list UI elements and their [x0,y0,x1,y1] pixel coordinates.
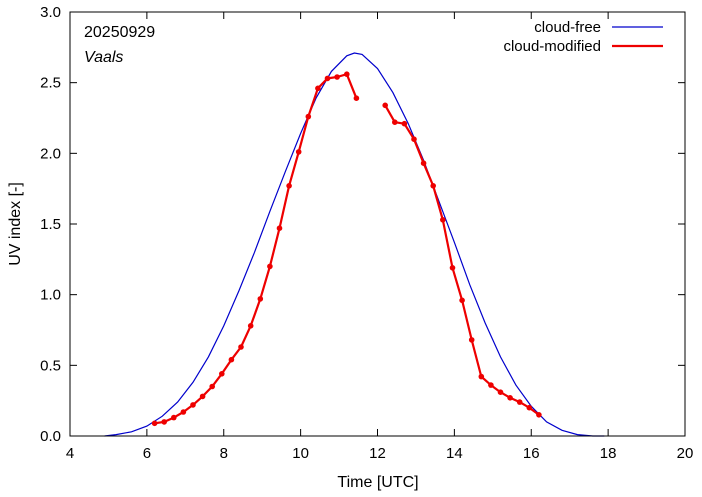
y-tick-label: 3.0 [40,4,61,21]
data-point-cloud-modified [536,412,542,418]
x-tick-label: 18 [600,445,617,462]
data-point-cloud-modified [430,183,437,189]
date-annotation: 20250929 [84,24,155,41]
data-point-cloud-modified [459,297,465,304]
data-point-cloud-modified [420,160,427,166]
legend-label-cloud-free: cloud-free [534,19,601,36]
y-axis-label: UV index [-] [7,182,24,266]
data-point-cloud-modified [401,120,408,127]
data-point-cloud-modified [238,344,244,350]
data-point-cloud-modified [190,402,196,408]
x-tick-label: 20 [677,445,694,462]
plot-background [70,12,685,436]
x-tick-label: 12 [369,445,386,462]
data-point-cloud-modified [344,71,350,77]
data-point-cloud-modified [199,393,206,400]
x-tick-label: 16 [523,445,540,462]
data-point-cloud-modified [324,75,331,82]
legend-label-cloud-modified: cloud-modified [503,38,601,55]
data-point-cloud-modified [507,395,513,401]
data-point-cloud-modified [315,85,321,92]
data-point-cloud-modified [305,113,312,120]
plot-frame [69,11,686,437]
data-point-cloud-modified [161,419,167,425]
data-point-cloud-modified [516,399,523,405]
data-point-cloud-modified [171,414,177,421]
data-point-cloud-modified [411,136,417,142]
series-line-cloud-modified [154,73,358,425]
data-point-cloud-modified [247,323,254,329]
y-tick-label: 1.0 [40,287,61,304]
data-point-cloud-modified [228,356,235,363]
data-point-cloud-modified [382,102,389,109]
x-tick-label: 10 [292,445,309,462]
data-point-cloud-modified [276,225,283,231]
tick-labels: 4 6 8 10 12 14 16 18 20 0.0 0.5 1.0 1.5 2.0 2.5 3.0 [40,4,693,462]
data-point-cloud-modified [353,95,360,101]
data-point-cloud-modified [478,373,485,380]
data-point-cloud-modified [392,119,398,125]
x-tick-label: 4 [66,445,74,462]
y-tick-label: 2.0 [40,145,61,162]
data-point-cloud-modified [526,404,533,411]
data-point-cloud-modified [449,265,456,271]
data-point-cloud-modified [257,296,264,302]
y-tick-label: 0.5 [40,357,61,374]
x-tick-label: 14 [446,445,463,462]
data-point-cloud-modified [440,217,446,223]
data-point-cloud-modified [468,337,475,343]
data-point-cloud-modified [488,382,494,388]
data-point-cloud-modified [151,420,158,427]
legend: cloud-free cloud-modified [503,19,663,55]
data-point-cloud-modified [286,183,292,189]
data-point-cloud-modified [497,389,504,396]
data-point-cloud-modified [180,409,187,415]
data-point-cloud-modified [209,383,215,390]
data-point-cloud-modified [295,149,302,155]
y-tick-label: 2.5 [40,75,61,92]
series-line-cloud-free [104,52,605,437]
y-tick-label: 1.5 [40,216,61,233]
data-point-cloud-modified [334,74,340,80]
y-tick-label: 0.0 [40,428,61,445]
data-point-cloud-modified [267,263,273,270]
series-layer [104,52,605,437]
data-point-cloud-modified [219,371,225,377]
site-annotation: Vaals [84,49,123,66]
x-tick-label: 8 [220,445,228,462]
x-axis-label: Time [UTC] [337,474,418,491]
x-tick-label: 6 [143,445,151,462]
